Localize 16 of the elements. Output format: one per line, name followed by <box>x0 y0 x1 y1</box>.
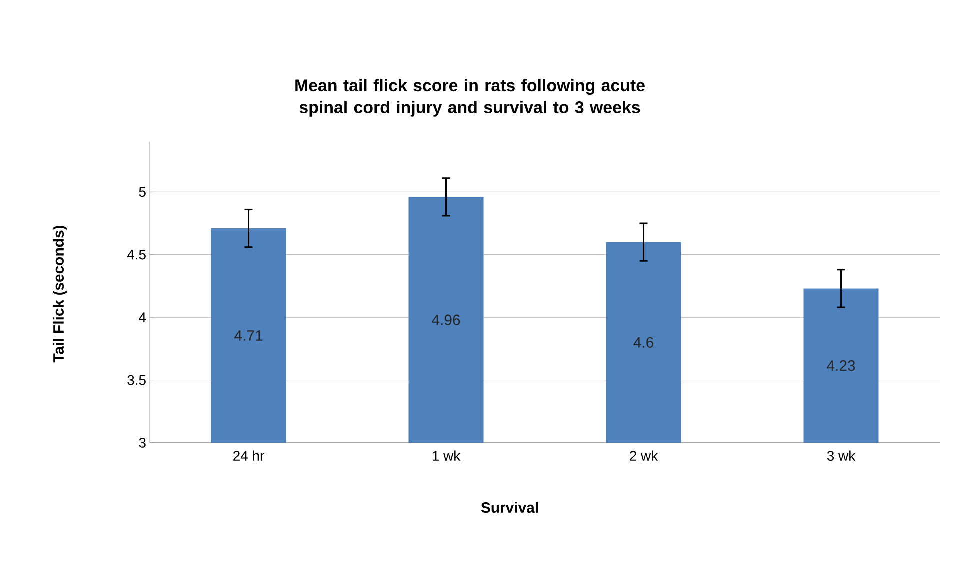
y-tick-label: 3.5 <box>128 375 146 386</box>
data-label: 4.71 <box>234 330 263 341</box>
x-tick-label: 24 hr <box>234 450 264 461</box>
x-tick-label: 3 wk <box>827 450 856 462</box>
x-tick-label: 2 wk <box>630 450 658 461</box>
data-label: 4.96 <box>432 314 460 326</box>
y-tick-label: 4 <box>139 312 146 322</box>
y-axis-title: Tail Flick (seconds) <box>53 226 67 363</box>
y-tick-label: 4.5 <box>127 250 146 260</box>
chart-title: Mean tail flick score in rats following acute spinal cord injury and survival to 3 weeks <box>296 79 645 117</box>
y-tick-label: 5 <box>139 187 146 198</box>
data-label: 4.23 <box>827 360 856 372</box>
x-axis-title: Survival <box>481 502 538 514</box>
data-label: 4.6 <box>634 337 654 348</box>
x-tick-label: 1 wk <box>432 450 461 461</box>
y-tick-label: 3 <box>139 438 146 448</box>
